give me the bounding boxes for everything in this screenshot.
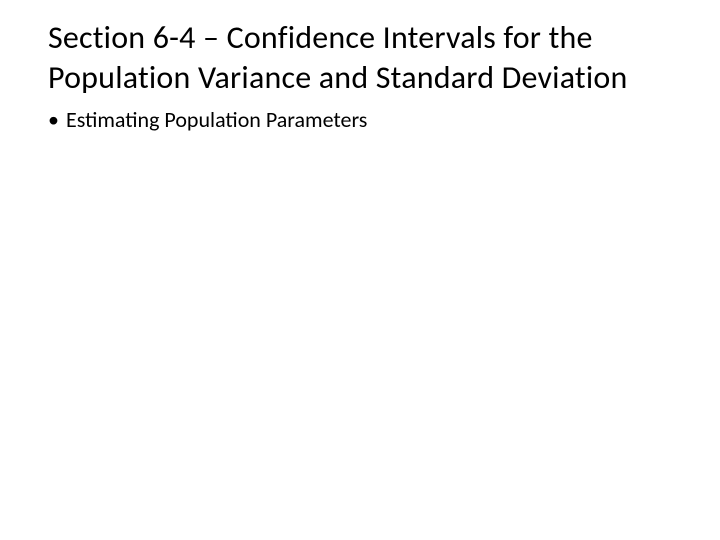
slide-title: Section 6-4 – Confidence Intervals for t… [48,18,672,98]
slide-container: Section 6-4 – Confidence Intervals for t… [0,0,720,540]
bullet-list: Estimating Population Parameters [48,106,672,135]
bullet-item: Estimating Population Parameters [48,106,672,135]
